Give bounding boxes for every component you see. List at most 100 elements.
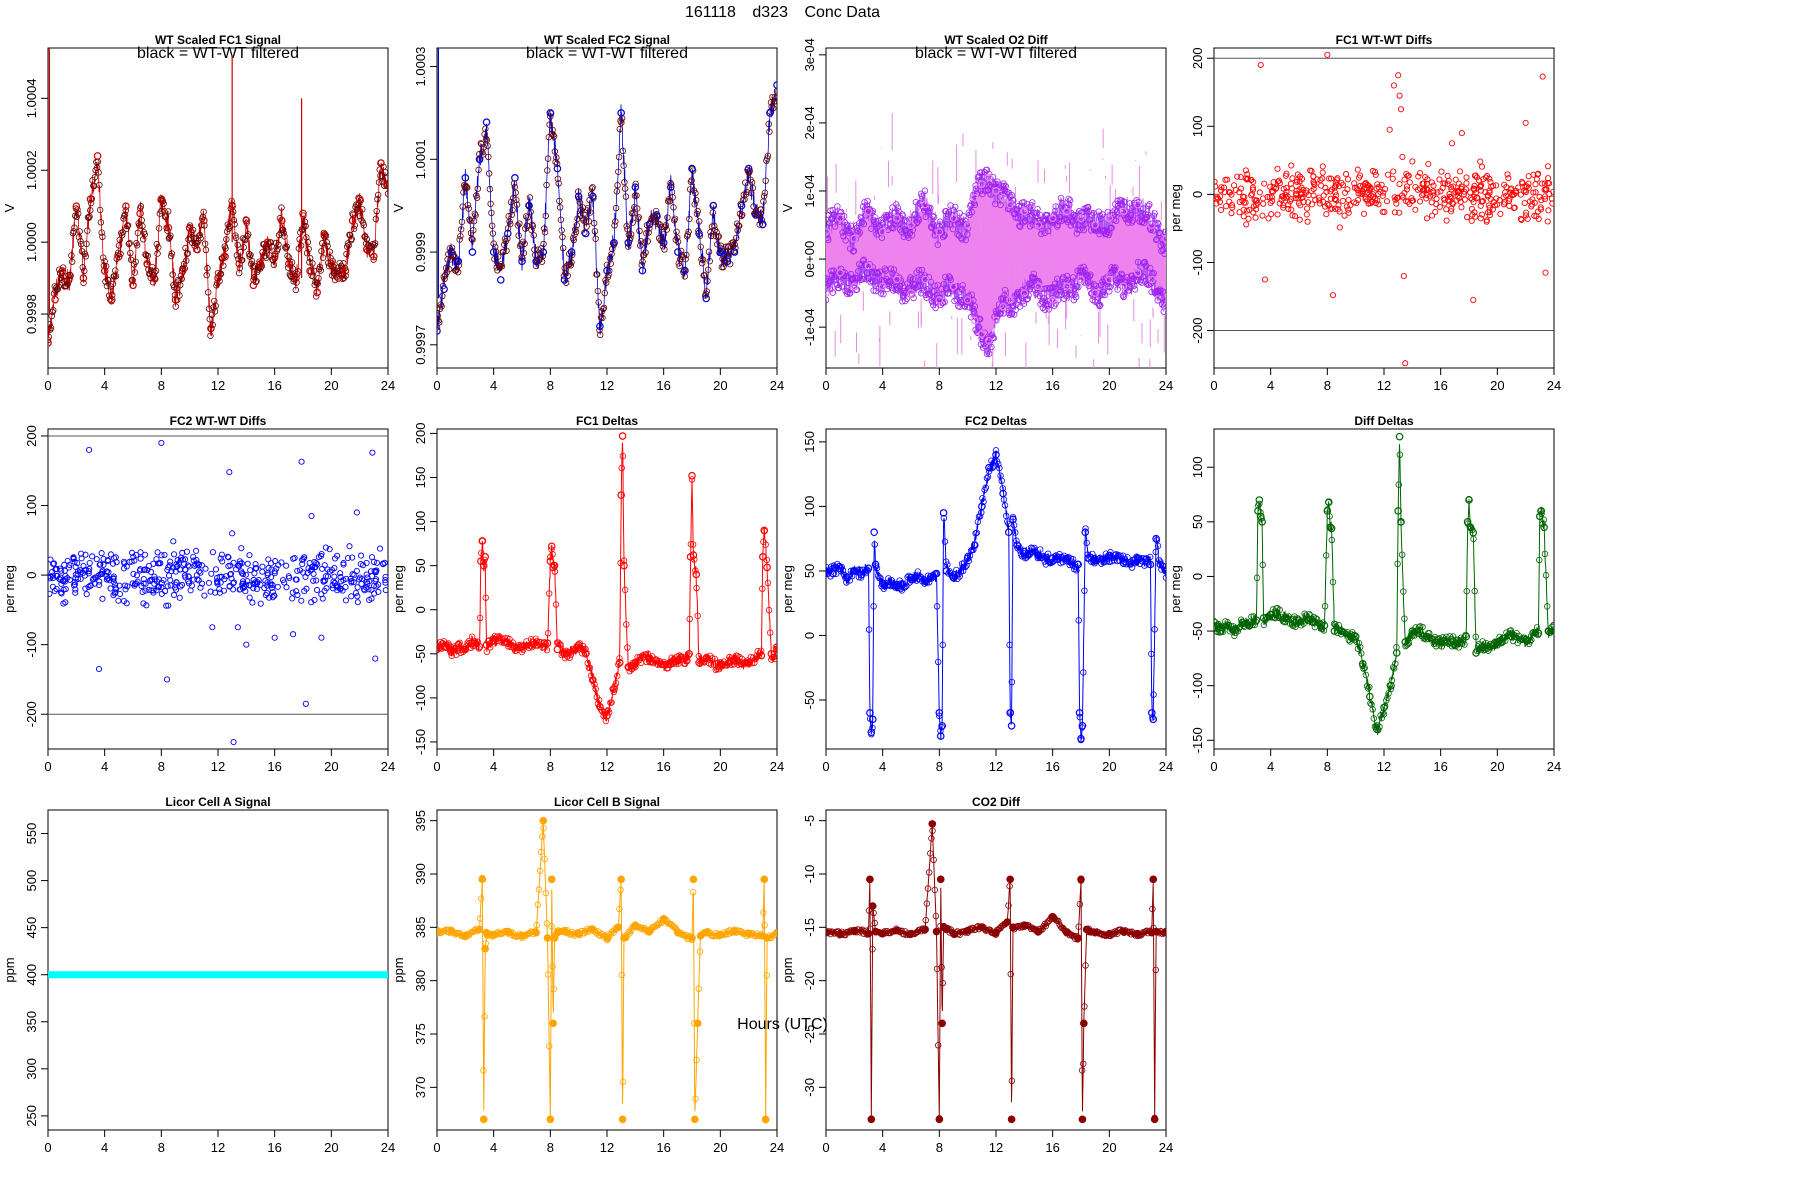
data-point (268, 573, 275, 581)
data-point (237, 249, 244, 256)
data-point (894, 204, 901, 211)
key-point (574, 641, 583, 649)
key-point (857, 571, 866, 579)
data-point (636, 227, 643, 235)
data-point (1150, 212, 1158, 220)
data-point (559, 233, 566, 241)
data-point (912, 199, 920, 206)
data-point (1477, 215, 1484, 222)
data-point (977, 187, 985, 194)
data-point (382, 587, 388, 594)
data-point (1020, 300, 1028, 307)
data-point (164, 208, 172, 215)
key-point (292, 274, 300, 282)
data-point (1159, 288, 1166, 295)
key-point (618, 1115, 627, 1124)
key-point (1152, 534, 1160, 543)
data-point (1407, 631, 1415, 638)
data-point (1490, 198, 1497, 206)
data-point (1270, 179, 1277, 186)
data-point (983, 474, 991, 482)
data-point (612, 218, 619, 225)
data-point (134, 229, 142, 237)
key-point (939, 509, 948, 517)
key-point (1146, 560, 1155, 569)
data-point (1124, 274, 1131, 281)
data-point (988, 343, 995, 351)
x-tick-label: 20 (1490, 378, 1504, 393)
data-point (285, 264, 292, 271)
key-point (1537, 507, 1546, 515)
data-point (264, 590, 271, 597)
data-point (709, 209, 716, 216)
data-point (151, 580, 158, 587)
data-point (457, 232, 464, 240)
key-point (985, 463, 993, 472)
key-point (826, 228, 830, 236)
y-tick-label: 1.0001 (413, 139, 428, 179)
y-tick-label: 0 (802, 632, 817, 639)
data-point (1538, 197, 1545, 204)
data-point (356, 576, 363, 583)
x-tick-label: 0 (433, 1140, 440, 1155)
key-point (1256, 512, 1265, 521)
data-point (863, 566, 870, 573)
data-point (66, 576, 73, 583)
data-point (1140, 219, 1148, 227)
data-point (701, 659, 708, 666)
data-point (1122, 216, 1130, 223)
data-point (1356, 643, 1364, 651)
data-point (382, 577, 388, 584)
y-tick-label: 500 (24, 870, 39, 892)
panel-title: Licor Cell A Signal (165, 795, 270, 809)
data-point (1006, 311, 1013, 318)
data-point (87, 199, 95, 207)
data-point (456, 236, 463, 243)
data-point (52, 566, 59, 573)
data-point (102, 263, 110, 270)
data-point (1146, 264, 1154, 272)
data-point (1367, 185, 1374, 192)
data-point (318, 591, 325, 598)
data-point (264, 582, 271, 589)
data-point (205, 305, 213, 312)
data-point (1161, 250, 1166, 257)
data-point (1526, 638, 1534, 645)
data-point (199, 213, 207, 221)
key-point (249, 281, 258, 290)
key-point (129, 281, 137, 290)
data-point (559, 244, 567, 252)
key-point (1214, 621, 1218, 630)
data-point (115, 597, 122, 604)
data-point (251, 274, 258, 281)
key-point (737, 201, 746, 210)
data-point (708, 661, 715, 668)
key-point (759, 220, 767, 229)
data-point (1472, 213, 1479, 220)
data-point (1133, 276, 1140, 284)
data-point (1236, 209, 1243, 216)
data-point (1534, 208, 1542, 215)
data-point (265, 556, 272, 563)
key-point (1479, 643, 1487, 652)
data-point (1082, 525, 1089, 532)
data-point (738, 212, 745, 220)
key-point (1238, 618, 1247, 627)
data-point (761, 922, 768, 929)
data-point (445, 266, 453, 273)
data-point (1076, 226, 1084, 233)
x-tick-label: 24 (1547, 378, 1561, 393)
data-point (131, 269, 139, 276)
data-point (439, 292, 446, 300)
data-point (80, 279, 87, 287)
data-point (152, 275, 159, 283)
data-point (319, 565, 326, 572)
data-point (893, 201, 900, 208)
outlier-point (226, 469, 233, 476)
data-point (137, 555, 144, 562)
data-point (480, 144, 488, 151)
data-point (85, 570, 92, 577)
data-point (105, 569, 112, 576)
data-point (164, 583, 171, 590)
data-point (1355, 196, 1362, 204)
